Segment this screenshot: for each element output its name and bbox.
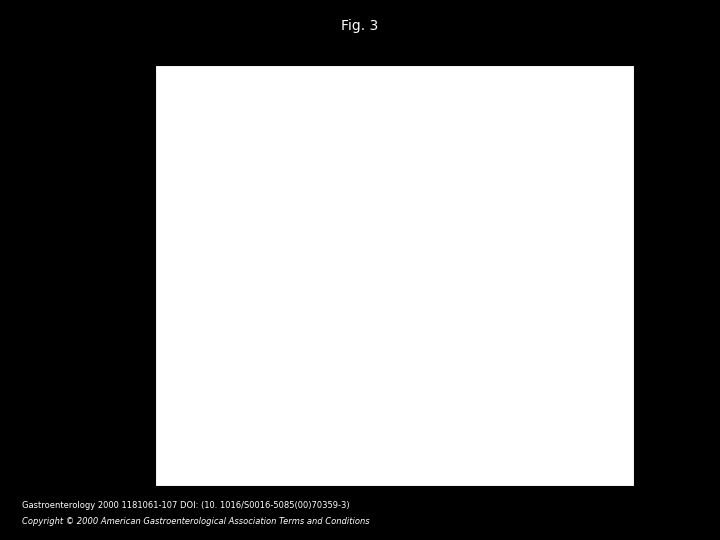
Text: Fig. 3: Fig. 3 [341,19,379,33]
Bar [371,334,400,389]
Legend: Apical compartment, Basolateral compartment: Apical compartment, Basolateral compartm… [189,81,497,101]
Text: Copyright © 2000 American Gastroenterological Association Terms and Conditions: Copyright © 2000 American Gastroenterolo… [22,517,369,526]
Bar [454,220,482,389]
Y-axis label: Secreted SLPI (pg/ml/5 hours): Secreted SLPI (pg/ml/5 hours) [138,149,148,315]
Text: Gastroenterology 2000 1181061-107 DOI: (10. 1016/S0016-5085(00)70359-3): Gastroenterology 2000 1181061-107 DOI: (… [22,501,349,510]
Bar [317,375,346,389]
Bar [233,379,263,389]
Bar [400,382,428,389]
Bar [204,339,233,389]
Bar [566,342,595,389]
Bar [287,357,317,389]
Bar [536,219,566,389]
Bar [482,361,512,389]
